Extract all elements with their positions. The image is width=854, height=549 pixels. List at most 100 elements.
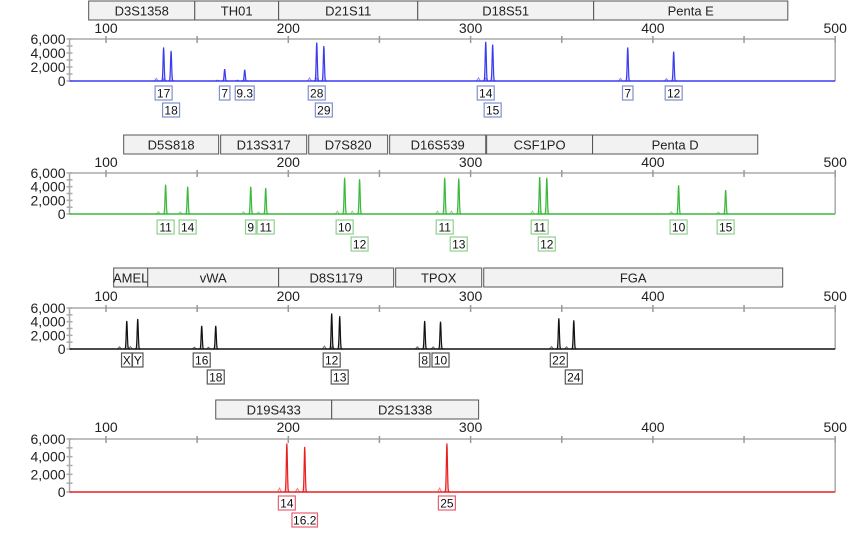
allele-peak (670, 51, 677, 82)
locus-bin-box (278, 267, 395, 288)
allele-call-box (206, 369, 225, 385)
x-tick-label: 200 (277, 154, 301, 170)
allele-peak (134, 318, 141, 350)
locus-label: D16S539 (411, 138, 465, 153)
locus-label: Penta D (652, 138, 699, 153)
locus-bin-box (331, 399, 480, 420)
allele-peak (320, 45, 327, 82)
allele-call-label: 7 (624, 87, 631, 101)
x-tick-label: 300 (459, 288, 483, 304)
allele-call-box (156, 219, 175, 235)
x-tick-label: 400 (641, 154, 665, 170)
allele-peak (328, 313, 335, 350)
locus-bin-box (308, 134, 389, 155)
x-tick-label: 100 (94, 419, 118, 435)
allele-call-label: 18 (209, 371, 223, 385)
locus-label: D8S1179 (310, 271, 363, 286)
stutter-peak (414, 346, 420, 350)
allele-peak (212, 325, 219, 350)
y-tick-label: 4,000 (30, 314, 65, 330)
allele-call-box (716, 219, 735, 235)
stutter-peak (277, 487, 282, 493)
allele-call-box (549, 352, 568, 368)
allele-call-box (564, 369, 583, 385)
stutter-peak (153, 77, 159, 82)
allele-peak (184, 186, 191, 215)
allele-peak (356, 179, 363, 215)
allele-call-label: X (123, 354, 131, 368)
dye-panel-4: D19S433 D2S1338 100 200 300 400 500 0 2,0004,000… (30, 399, 847, 528)
allele-call-label: 17 (157, 87, 171, 101)
allele-call-label: 16.2 (293, 514, 317, 528)
x-tick-label: 300 (459, 154, 483, 170)
x-tick-label: 300 (459, 419, 483, 435)
allele-call-box (537, 236, 556, 252)
locus-bin-box (389, 134, 487, 155)
allele-call-label: 12 (540, 238, 554, 252)
stutter-peak (349, 210, 355, 215)
y-tick-label: 6,000 (30, 165, 65, 181)
stutter-peak (618, 77, 623, 82)
x-tick-label: 200 (277, 419, 301, 435)
y-tick-label: 4,000 (30, 45, 65, 61)
locus-bin-box (592, 134, 759, 155)
x-tick-label: 200 (277, 288, 301, 304)
allele-call-box (664, 85, 683, 101)
allele-peak (162, 184, 169, 215)
locus-label: D13S317 (237, 138, 291, 153)
stutter-peak (321, 345, 327, 350)
stutter-peak (117, 346, 122, 350)
stutter-peak (307, 77, 312, 82)
locus-label: D3S1358 (115, 4, 169, 19)
y-tick-label: 0 (58, 484, 66, 500)
allele-peak (198, 325, 205, 350)
x-tick-label: 100 (94, 20, 118, 36)
allele-call-box (669, 219, 688, 235)
allele-call-label: 9 (247, 221, 254, 235)
allele-peak (283, 443, 290, 493)
allele-call-box (621, 85, 634, 101)
allele-call-label: 11 (159, 221, 172, 235)
stutter-peak (664, 77, 669, 82)
allele-call-box (307, 85, 326, 101)
allele-peak (722, 190, 729, 215)
locus-label: D5S818 (148, 138, 195, 153)
allele-peak (543, 177, 550, 215)
allele-call-box (322, 352, 341, 368)
allele-call-label: 15 (719, 221, 733, 235)
locus-label: D7S820 (325, 138, 372, 153)
allele-call-box (178, 219, 197, 235)
locus-bin-box (593, 0, 789, 21)
allele-call-box (154, 85, 173, 101)
allele-call-box (314, 102, 333, 118)
allele-call-label: 10 (434, 354, 448, 368)
y-tick-label: 0 (58, 206, 66, 222)
allele-call-label: 13 (452, 238, 466, 252)
allele-peak (313, 42, 320, 82)
allele-peak (624, 47, 631, 82)
allele-peak (536, 177, 543, 215)
allele-call-label: 10 (338, 221, 352, 235)
allele-call-box (244, 219, 257, 235)
locus-label: CSF1PO (514, 138, 566, 153)
allele-peak (301, 446, 308, 493)
allele-peak (570, 320, 577, 350)
locus-label: FGA (620, 271, 647, 286)
locus-label: AMEL (113, 271, 148, 286)
stutter-peak (241, 211, 246, 215)
locus-label: D19S433 (247, 403, 301, 418)
stutter-peak (449, 210, 454, 215)
allele-call-box (435, 219, 454, 235)
y-tick-label: 2,000 (30, 466, 65, 482)
allele-peak (336, 316, 343, 350)
x-tick-label: 300 (459, 20, 483, 36)
stutter-peak (314, 77, 319, 82)
allele-call-box (335, 219, 354, 235)
allele-call-box (418, 352, 431, 368)
allele-peak (168, 50, 175, 82)
allele-call-label: 16 (195, 354, 209, 368)
stutter-peak (430, 346, 436, 350)
locus-label: vWA (200, 271, 227, 286)
y-tick-label: 0 (58, 341, 66, 357)
allele-peak (221, 68, 228, 82)
